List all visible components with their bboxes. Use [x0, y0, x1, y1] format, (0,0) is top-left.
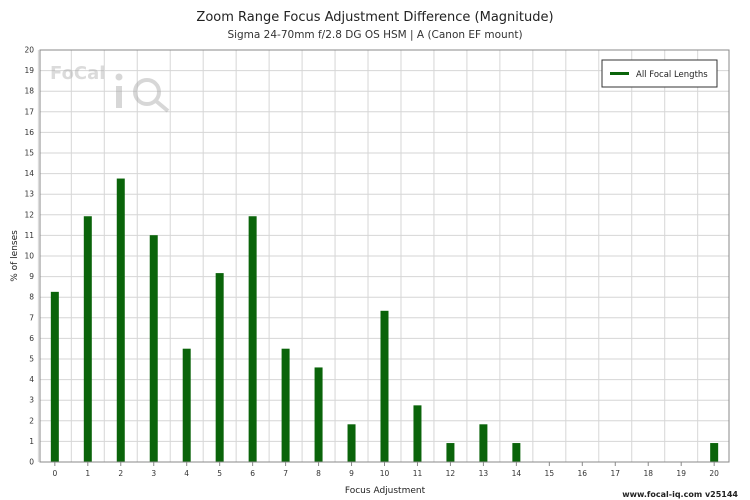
plot-frame — [39, 49, 730, 463]
y-tick-label: 15 — [24, 149, 34, 158]
y-tick-label: 20 — [24, 46, 34, 55]
y-axis-label: % of lenses — [10, 230, 20, 282]
bar — [149, 235, 158, 462]
bar — [50, 291, 59, 462]
x-tick-label: 6 — [250, 469, 255, 478]
chart-subtitle: Sigma 24-70mm f/2.8 DG OS HSM | A (Canon… — [227, 29, 522, 41]
bar — [281, 348, 290, 462]
y-tick-label: 3 — [29, 396, 34, 405]
x-tick-label: 11 — [413, 469, 423, 478]
legend: All Focal Lengths — [601, 59, 718, 88]
bars — [50, 178, 719, 462]
bar — [512, 443, 521, 462]
x-tick-label: 4 — [184, 469, 189, 478]
x-tick-label: 17 — [610, 469, 620, 478]
bar — [182, 348, 191, 462]
y-tick-label: 12 — [24, 210, 34, 219]
y-tick-label: 1 — [29, 437, 34, 446]
x-tick-labels: 0 1 2 3 4 5 6 7 8 9 10 11 12 13 14 15 16 17 18 19 20 — [52, 462, 719, 478]
x-tick-label: 0 — [52, 469, 57, 478]
x-tick-label: 1 — [85, 469, 90, 478]
y-tick-label: 0 — [29, 458, 34, 467]
bar — [413, 405, 422, 462]
x-tick-label: 18 — [643, 469, 653, 478]
y-tick-label: 13 — [24, 190, 34, 199]
bar — [83, 216, 92, 462]
y-tick-label: 4 — [29, 375, 34, 384]
x-tick-label: 2 — [118, 469, 123, 478]
y-tick-label: 5 — [29, 355, 34, 364]
x-tick-label: 9 — [349, 469, 354, 478]
x-tick-label: 14 — [512, 469, 522, 478]
y-tick-label: 19 — [24, 66, 34, 75]
bar — [446, 443, 455, 462]
y-tick-label: 9 — [29, 272, 34, 281]
x-tick-label: 5 — [217, 469, 222, 478]
y-tick-label: 6 — [29, 334, 34, 343]
y-tick-label: 17 — [24, 107, 34, 116]
y-tick-label: 14 — [24, 169, 34, 178]
x-tick-label: 16 — [578, 469, 588, 478]
bar — [116, 178, 125, 462]
bar — [347, 424, 356, 462]
bar — [248, 216, 257, 462]
x-tick-label: 8 — [316, 469, 321, 478]
x-tick-label: 3 — [151, 469, 156, 478]
y-tick-label: 8 — [29, 293, 34, 302]
y-tick-label: 2 — [29, 416, 34, 425]
chart-title: Zoom Range Focus Adjustment Difference (… — [196, 10, 553, 25]
y-tick-label: 7 — [29, 313, 34, 322]
bar — [314, 367, 323, 462]
bar — [479, 424, 488, 462]
watermark-text: FoCal — [50, 63, 105, 84]
bar — [215, 273, 224, 462]
y-tick-label: 11 — [24, 231, 34, 240]
iq-magnifier-icon — [115, 73, 170, 113]
y-tick-label: 10 — [24, 252, 34, 261]
legend-entry: All Focal Lengths — [636, 70, 708, 80]
x-tick-label: 19 — [676, 469, 686, 478]
x-axis-label: Focus Adjustment — [345, 486, 426, 496]
y-tick-label: 16 — [24, 128, 34, 137]
x-tick-label: 15 — [545, 469, 555, 478]
focal-iq-watermark: FoCal — [50, 63, 170, 113]
x-tick-label: 7 — [283, 469, 288, 478]
bar — [380, 310, 389, 462]
x-tick-label: 20 — [709, 469, 719, 478]
bar — [710, 443, 719, 462]
footer-credit: www.focal-iq.com v25144 — [622, 490, 738, 499]
y-tick-label: 18 — [24, 87, 34, 96]
x-tick-label: 12 — [446, 469, 456, 478]
x-tick-label: 10 — [380, 469, 390, 478]
x-tick-label: 13 — [479, 469, 489, 478]
